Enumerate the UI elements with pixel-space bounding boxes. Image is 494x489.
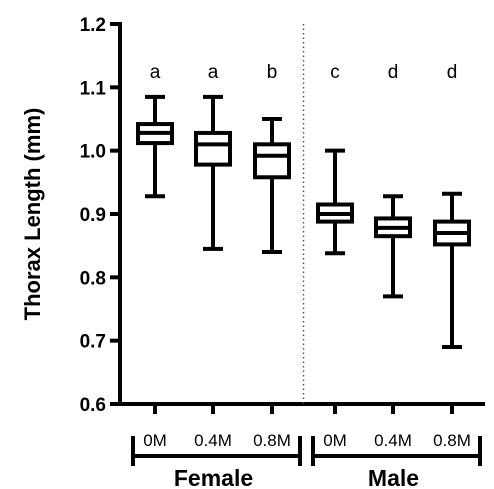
iqr-box <box>194 130 232 167</box>
axes <box>110 22 485 466</box>
box-plot <box>194 94 232 251</box>
category-label: 0.8M <box>253 431 291 450</box>
significance-letter: c <box>330 62 340 83</box>
category-label: 0M <box>323 431 347 450</box>
category-label: 0.4M <box>194 431 232 450</box>
y-tick-label: 0.8 <box>80 268 106 289</box>
significance-letter: a <box>208 62 219 83</box>
box-plot <box>316 148 354 256</box>
iqr-box <box>253 142 291 180</box>
group-bracket <box>131 436 302 466</box>
y-tick-label: 1.1 <box>80 78 107 99</box>
significance-letter: d <box>388 62 399 83</box>
group-bracket <box>311 436 482 466</box>
box-plot <box>433 191 471 349</box>
significance-letter: b <box>267 62 278 83</box>
labels: 0.6 0.7 0.8 0.9 1.0 1.1 1.2 a a b c d d 0M 0.4M 0.8M 0M 0… <box>80 15 471 489</box>
box-plot <box>136 94 174 199</box>
significance-letter: d <box>447 62 458 83</box>
category-label: 0.4M <box>374 431 412 450</box>
box-plot <box>253 117 291 254</box>
y-tick-label: 1.2 <box>80 15 106 36</box>
y-tick-label: 0.9 <box>80 205 106 226</box>
box-plot <box>374 194 412 299</box>
y-tick-label: 0.6 <box>80 395 106 416</box>
y-axis-label: Thorax Length (mm) <box>20 108 45 321</box>
group-label: Male <box>368 465 419 489</box>
category-label: 0.8M <box>433 431 471 450</box>
group-label: Female <box>174 465 253 489</box>
y-tick-label: 0.7 <box>80 332 106 353</box>
box-plots <box>136 94 471 349</box>
y-tick-label: 1.0 <box>80 142 106 163</box>
significance-letter: a <box>150 62 161 83</box>
category-label: 0M <box>143 431 167 450</box>
